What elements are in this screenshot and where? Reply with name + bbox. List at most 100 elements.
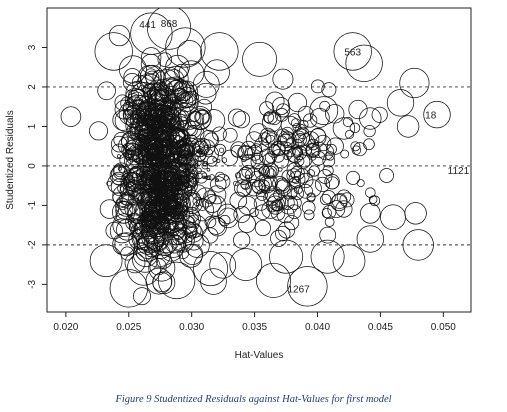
data-point <box>123 150 133 160</box>
data-point <box>227 108 247 127</box>
data-point <box>324 217 335 227</box>
data-point <box>163 171 183 191</box>
point-label: 1121 <box>448 166 470 177</box>
data-point <box>202 194 222 213</box>
data-point <box>359 107 382 130</box>
data-point <box>333 32 372 71</box>
data-point <box>208 217 227 237</box>
data-point <box>130 12 173 55</box>
data-point <box>423 100 451 129</box>
data-point <box>144 186 162 205</box>
data-point <box>138 231 159 252</box>
data-point <box>169 155 175 162</box>
data-point <box>212 126 227 142</box>
figure-caption: Figure 9 Studentized Residuals against H… <box>115 394 392 405</box>
data-point <box>163 197 177 211</box>
data-point <box>174 174 180 179</box>
data-point <box>126 251 161 286</box>
x-tick-label: 0.030 <box>179 322 204 333</box>
data-point <box>261 184 271 194</box>
point-label: 1267 <box>288 284 311 295</box>
data-point <box>363 138 375 150</box>
data-point <box>241 156 247 163</box>
data-point <box>182 209 201 228</box>
data-point <box>254 163 270 180</box>
data-point <box>196 172 203 180</box>
x-tick-label: 0.025 <box>116 322 141 333</box>
data-point <box>170 167 177 174</box>
data-point <box>292 146 302 156</box>
data-point <box>189 138 209 157</box>
data-point <box>176 174 183 181</box>
data-point <box>321 190 336 205</box>
data-point <box>89 244 123 278</box>
data-point <box>166 116 185 134</box>
data-point <box>321 208 332 219</box>
data-point <box>223 175 229 181</box>
data-point <box>189 170 196 177</box>
data-point <box>206 155 218 167</box>
data-point <box>156 145 163 153</box>
data-point <box>254 219 271 237</box>
data-point <box>322 154 336 168</box>
data-point <box>399 67 430 99</box>
data-point <box>258 179 270 192</box>
data-point <box>287 195 302 210</box>
data-point <box>380 204 406 231</box>
data-point <box>214 143 227 156</box>
data-point <box>94 32 133 71</box>
data-point <box>196 197 209 211</box>
data-point <box>293 185 303 195</box>
data-point <box>189 176 197 184</box>
data-point <box>303 209 315 221</box>
data-point <box>130 152 136 157</box>
data-point <box>356 179 365 188</box>
data-point <box>292 130 306 144</box>
data-point <box>251 179 266 195</box>
data-point <box>278 167 283 172</box>
data-point <box>125 113 141 129</box>
data-point <box>303 179 322 198</box>
data-point <box>237 214 256 233</box>
data-point <box>245 179 263 197</box>
data-point <box>118 166 126 173</box>
data-point <box>199 139 216 156</box>
y-axis-label: Studentized Residuals <box>5 110 16 210</box>
data-point <box>133 287 151 306</box>
data-point <box>154 174 160 180</box>
data-point <box>311 150 326 166</box>
data-point <box>116 154 121 159</box>
data-point <box>270 199 283 212</box>
data-point <box>184 231 204 251</box>
data-point <box>148 222 166 239</box>
data-point <box>258 132 272 146</box>
data-point <box>128 182 134 188</box>
data-point <box>174 63 189 79</box>
data-point <box>259 127 276 144</box>
y-tick-label: 2 <box>27 84 38 90</box>
data-point <box>172 113 187 128</box>
data-point <box>236 169 253 185</box>
data-point <box>204 195 227 217</box>
data-point <box>275 225 291 242</box>
data-point <box>322 205 337 220</box>
data-point <box>139 196 162 219</box>
data-point <box>163 127 174 138</box>
data-point <box>317 143 335 161</box>
data-point <box>379 168 394 183</box>
data-point <box>203 190 217 204</box>
reference-lines <box>47 86 471 246</box>
data-point <box>177 152 183 158</box>
data-point <box>152 272 172 293</box>
data-point <box>293 133 307 147</box>
data-point <box>184 184 196 197</box>
data-point <box>222 127 238 143</box>
data-point <box>232 110 251 129</box>
data-point <box>219 214 231 227</box>
data-point <box>141 157 148 164</box>
data-point <box>185 170 192 177</box>
data-point <box>129 156 135 163</box>
data-point <box>164 113 181 131</box>
data-point <box>149 258 167 276</box>
data-point <box>339 192 355 208</box>
